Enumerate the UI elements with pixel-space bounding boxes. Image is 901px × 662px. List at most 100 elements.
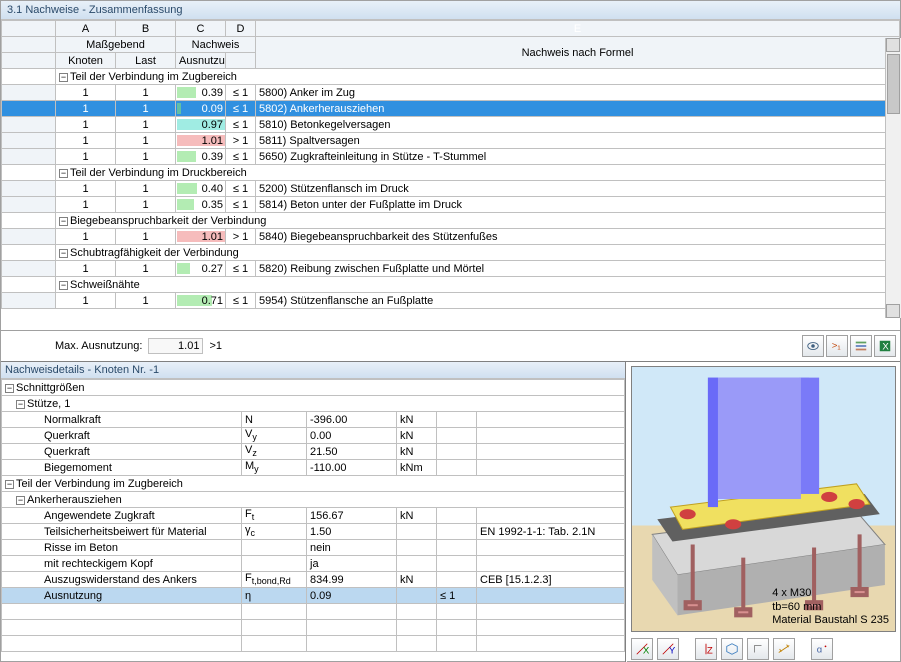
cell-knoten[interactable]: 1 [56,229,116,245]
cell-comparison[interactable]: ≤ 1 [226,293,256,309]
cell-description[interactable]: 5802) Ankerherausziehen [256,101,900,117]
cell-last[interactable]: 1 [116,149,176,165]
cell-ausnutzung[interactable]: 0.39 [176,85,226,101]
cell-last[interactable]: 1 [116,181,176,197]
cell-comparison[interactable]: ≤ 1 [226,85,256,101]
cell-last[interactable]: 1 [116,293,176,309]
row-header[interactable] [2,197,56,213]
view-iso-button[interactable] [721,638,743,660]
cell-comparison[interactable]: > 1 [226,229,256,245]
cell-last[interactable]: 1 [116,117,176,133]
group-title[interactable]: −Teil der Verbindung im Druckbereich [56,165,900,181]
col-letter-E[interactable]: E [256,21,900,37]
export-excel-button[interactable]: X [874,335,896,357]
axis-x-button[interactable]: X [631,638,653,660]
view-eye-button[interactable] [802,335,824,357]
cell-description[interactable]: 5814) Beton unter der Fußplatte im Druck [256,197,900,213]
row-header[interactable] [2,101,56,117]
tree-collapse-icon[interactable]: − [59,73,68,82]
row-header[interactable] [2,261,56,277]
cell-description[interactable]: 5811) Spaltversagen [256,133,900,149]
cell-knoten[interactable]: 1 [56,261,116,277]
group-title[interactable]: −Biegebeanspruchbarkeit der Verbindung [56,213,900,229]
cell-comparison[interactable]: ≤ 1 [226,261,256,277]
cell-knoten[interactable]: 1 [56,133,116,149]
cell-last[interactable]: 1 [116,101,176,117]
tree-collapse-icon[interactable]: − [59,249,68,258]
cell-description[interactable]: 5810) Betonkegelversagen [256,117,900,133]
row-header[interactable] [2,181,56,197]
row-header[interactable] [2,213,56,229]
cell-description[interactable]: 5820) Reibung zwischen Fußplatte und Mör… [256,261,900,277]
tree-collapse-icon[interactable]: − [59,217,68,226]
cell-last[interactable]: 1 [116,85,176,101]
view-perp-button[interactable] [747,638,769,660]
cell-ausnutzung[interactable]: 0.27 [176,261,226,277]
axis-z-button[interactable]: Z [695,638,717,660]
cell-ausnutzung[interactable]: 0.09 [176,101,226,117]
cell-comparison[interactable]: ≤ 1 [226,149,256,165]
cell-comparison[interactable]: ≤ 1 [226,181,256,197]
cell-last[interactable]: 1 [116,261,176,277]
row-header[interactable] [2,69,56,85]
tree-collapse-icon[interactable]: − [59,281,68,290]
cell-knoten[interactable]: 1 [56,85,116,101]
row-header[interactable] [2,117,56,133]
print-button[interactable]: ɑ [811,638,833,660]
cell-ausnutzung[interactable]: 1.01 [176,133,226,149]
row-header[interactable] [2,277,56,293]
cell-ausnutzung[interactable]: 0.40 [176,181,226,197]
cell-description[interactable]: 5954) Stützenflansche an Fußplatte [256,293,900,309]
row-header[interactable] [2,85,56,101]
col-letter-D[interactable]: D [226,21,256,37]
row-header[interactable] [2,293,56,309]
cell-comparison[interactable]: > 1 [226,133,256,149]
cell-knoten[interactable]: 1 [56,149,116,165]
tree-collapse-icon[interactable]: − [16,496,25,505]
cell-ausnutzung[interactable]: 0.97 [176,117,226,133]
goto-button[interactable]: >₁ [826,335,848,357]
scroll-down-button[interactable] [886,304,900,318]
dimension-button[interactable] [773,638,795,660]
axis-y-button[interactable]: Y [657,638,679,660]
cell-description[interactable]: 5200) Stützenflansch im Druck [256,181,900,197]
cell-comparison[interactable]: ≤ 1 [226,101,256,117]
filter-list-button[interactable] [850,335,872,357]
cell-ausnutzung[interactable]: 0.71 [176,293,226,309]
tree-collapse-icon[interactable]: − [59,169,68,178]
cell-comparison[interactable]: ≤ 1 [226,197,256,213]
detail-section[interactable]: −Stütze, 1 [2,396,625,412]
group-title[interactable]: −Schubtragfähigkeit der Verbindung [56,245,900,261]
detail-section[interactable]: −Schnittgrößen [2,380,625,396]
detail-section[interactable]: −Teil der Verbindung im Zugbereich [2,476,625,492]
cell-last[interactable]: 1 [116,133,176,149]
cell-knoten[interactable]: 1 [56,117,116,133]
tree-collapse-icon[interactable]: − [16,400,25,409]
grid-scrollbar[interactable] [885,38,901,318]
col-letter-C[interactable]: C [176,21,226,37]
cell-comparison[interactable]: ≤ 1 [226,117,256,133]
group-title[interactable]: −Teil der Verbindung im Zugbereich [56,69,900,85]
scroll-thumb[interactable] [887,54,900,114]
detail-section[interactable]: −Ankerherausziehen [2,492,625,508]
col-letter-A[interactable]: A [56,21,116,37]
cell-ausnutzung[interactable]: 0.35 [176,197,226,213]
cell-knoten[interactable]: 1 [56,293,116,309]
row-header[interactable] [2,133,56,149]
col-letter-B[interactable]: B [116,21,176,37]
cell-last[interactable]: 1 [116,197,176,213]
tree-collapse-icon[interactable]: − [5,480,14,489]
cell-knoten[interactable]: 1 [56,101,116,117]
viewer-3d[interactable]: 4 x M30 tb=60 mm Material Baustahl S 235 [631,366,896,632]
cell-description[interactable]: 5650) Zugkrafteinleitung in Stütze - T-S… [256,149,900,165]
row-header[interactable] [2,245,56,261]
cell-ausnutzung[interactable]: 0.39 [176,149,226,165]
cell-ausnutzung[interactable]: 1.01 [176,229,226,245]
row-header[interactable] [2,149,56,165]
row-header[interactable] [2,229,56,245]
cell-description[interactable]: 5840) Biegebeanspruchbarkeit des Stützen… [256,229,900,245]
cell-knoten[interactable]: 1 [56,197,116,213]
group-title[interactable]: −Schweißnähte [56,277,900,293]
cell-last[interactable]: 1 [116,229,176,245]
row-header[interactable] [2,165,56,181]
